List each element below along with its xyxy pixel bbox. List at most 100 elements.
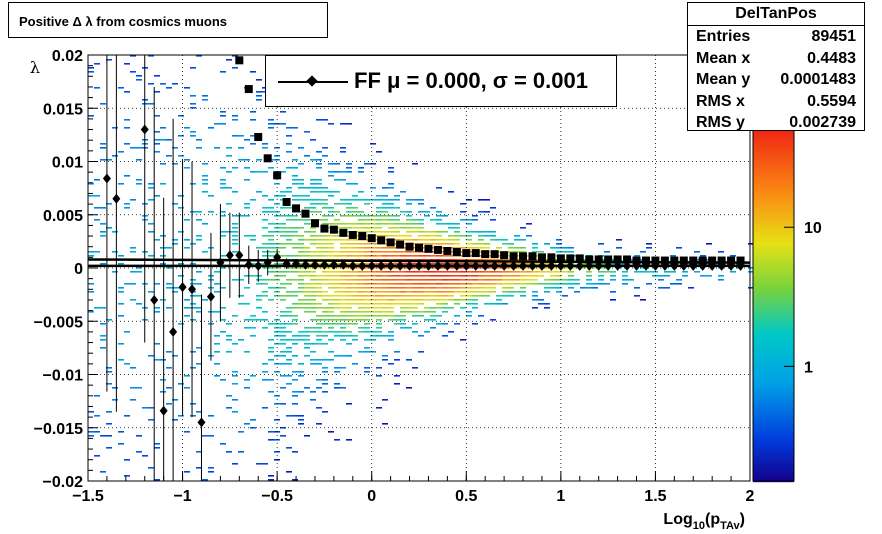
- heatmap-cell: [400, 211, 406, 213]
- colorbar-band: [753, 380, 794, 383]
- heatmap-cell: [448, 239, 454, 241]
- heatmap-cell: [190, 303, 196, 305]
- heatmap-cell: [184, 431, 190, 433]
- heatmap-cell: [514, 251, 520, 253]
- heatmap-cell: [88, 311, 94, 313]
- colorbar-band: [753, 230, 794, 233]
- colorbar-band: [753, 342, 794, 345]
- heatmap-cell: [478, 275, 484, 277]
- heatmap-cell: [202, 299, 208, 301]
- mean-marker: [197, 417, 206, 428]
- heatmap-cell: [358, 171, 364, 173]
- colorbar-band: [753, 270, 794, 273]
- heatmap-cell: [334, 323, 340, 325]
- heatmap-cell: [460, 247, 466, 249]
- heatmap-cell: [244, 159, 250, 161]
- heatmap-cell: [394, 283, 400, 285]
- heatmap-cell: [148, 467, 154, 469]
- heatmap-cell: [154, 75, 160, 77]
- heatmap-cell: [412, 291, 418, 293]
- heatmap-cell: [556, 251, 562, 253]
- heatmap-cell: [676, 247, 682, 249]
- heatmap-cell: [394, 359, 400, 361]
- heatmap-cell: [424, 255, 430, 257]
- heatmap-cell: [292, 339, 298, 341]
- heatmap-cell: [232, 115, 238, 117]
- colorbar-band: [753, 258, 794, 261]
- heatmap-cell: [436, 211, 442, 213]
- heatmap-cell: [214, 271, 220, 273]
- heatmap-cell: [454, 259, 460, 261]
- heatmap-cell: [544, 303, 550, 305]
- heatmap-cell: [358, 303, 364, 305]
- heatmap-cell: [106, 435, 112, 437]
- heatmap-cell: [124, 175, 130, 177]
- heatmap-cell: [694, 271, 700, 273]
- mean-marker: [386, 260, 395, 271]
- heatmap-cell: [346, 211, 352, 213]
- heatmap-cell: [568, 279, 574, 281]
- heatmap-cell: [358, 311, 364, 313]
- heatmap-cell: [310, 351, 316, 353]
- colorbar-band: [753, 306, 794, 309]
- heatmap-cell: [166, 155, 172, 157]
- colorbar-band: [753, 166, 794, 169]
- sigma-marker: [377, 236, 386, 245]
- heatmap-cell: [268, 251, 274, 253]
- heatmap-cell: [130, 71, 136, 73]
- heatmap-cell: [322, 207, 328, 209]
- heatmap-cell: [352, 287, 358, 289]
- heatmap-cell: [298, 163, 304, 165]
- heatmap-cell: [370, 315, 376, 317]
- heatmap-cell: [394, 207, 400, 209]
- heatmap-cell: [220, 231, 226, 233]
- heatmap-cell: [208, 471, 214, 473]
- heatmap-cell: [430, 251, 436, 253]
- heatmap-cell: [220, 235, 226, 237]
- heatmap-cell: [466, 243, 472, 245]
- heatmap-cell: [172, 203, 178, 205]
- heatmap-cell: [400, 255, 406, 257]
- heatmap-cell: [370, 291, 376, 293]
- heatmap-cell: [310, 295, 316, 297]
- heatmap-cell: [478, 239, 484, 241]
- heatmap-cell: [292, 215, 298, 217]
- heatmap-cell: [490, 303, 496, 305]
- heatmap-cell: [376, 331, 382, 333]
- heatmap-cell: [304, 247, 310, 249]
- heatmap-cell: [190, 403, 196, 405]
- heatmap-cell: [298, 235, 304, 237]
- heatmap-cell: [382, 359, 388, 361]
- heatmap-cell: [418, 231, 424, 233]
- heatmap-cell: [322, 283, 328, 285]
- heatmap-cell: [208, 435, 214, 437]
- heatmap-cell: [556, 283, 562, 285]
- heatmap-cell: [280, 363, 286, 365]
- heatmap-cell: [436, 299, 442, 301]
- heatmap-cell: [634, 287, 640, 289]
- colorbar-band: [753, 392, 794, 395]
- heatmap-cell: [256, 295, 262, 297]
- heatmap-cell: [586, 287, 592, 289]
- heatmap-cell: [478, 283, 484, 285]
- heatmap-cell: [532, 279, 538, 281]
- heatmap-cell: [436, 219, 442, 221]
- heatmap-cell: [100, 335, 106, 337]
- heatmap-cell: [382, 235, 388, 237]
- heatmap-cell: [340, 315, 346, 317]
- heatmap-cell: [232, 191, 238, 193]
- mean-marker: [263, 257, 272, 268]
- heatmap-cell: [340, 275, 346, 277]
- heatmap-cell: [124, 207, 130, 209]
- heatmap-cell: [418, 227, 424, 229]
- heatmap-cell: [250, 375, 256, 377]
- colorbar-band: [753, 454, 794, 457]
- heatmap-cell: [622, 283, 628, 285]
- heatmap-cell: [304, 303, 310, 305]
- heatmap-cell: [286, 271, 292, 273]
- heatmap-cell: [460, 263, 466, 265]
- heatmap-cell: [316, 343, 322, 345]
- heatmap-cell: [406, 231, 412, 233]
- heatmap-cell: [394, 227, 400, 229]
- heatmap-cell: [250, 419, 256, 421]
